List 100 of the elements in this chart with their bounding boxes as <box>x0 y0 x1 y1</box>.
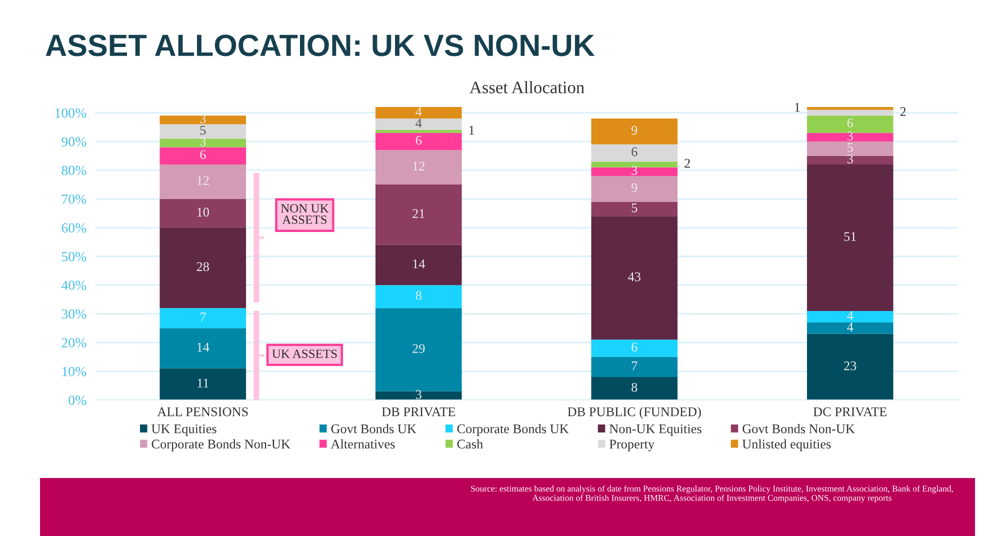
legend-label: Unlisted equities <box>742 439 831 452</box>
data-label: 5 <box>848 143 853 152</box>
data-label: 9 <box>632 183 638 192</box>
data-label: 2 <box>684 158 690 168</box>
data-label: 11 <box>198 378 208 388</box>
bar <box>375 132 462 150</box>
bar <box>375 150 462 185</box>
legend-label: Alternatives <box>330 439 395 449</box>
data-label: 6 <box>632 147 638 156</box>
bar <box>591 176 678 202</box>
legend-label: Property <box>609 440 655 452</box>
data-label: 9 <box>632 126 638 135</box>
chart-subtitle: Asset Allocation <box>470 81 584 94</box>
y-tick-label: 50% <box>62 252 86 262</box>
bar <box>375 391 462 400</box>
data-label: 1 <box>469 126 474 135</box>
bar <box>375 285 462 308</box>
data-label: 3 <box>847 154 853 164</box>
y-tick-label: 70% <box>62 194 86 204</box>
data-label: 4 <box>847 311 854 320</box>
bar <box>591 118 678 144</box>
data-label: 10 <box>197 208 209 217</box>
data-label: 3 <box>200 114 206 124</box>
data-label: 4 <box>416 118 422 128</box>
data-label: 6 <box>200 150 206 160</box>
legend-label: Corporate Bonds Non-UK <box>152 439 290 452</box>
legend-label: Cash <box>457 439 483 449</box>
y-tick-label: 90% <box>62 137 86 146</box>
data-label: 7 <box>632 362 638 370</box>
data-label: 23 <box>844 361 856 370</box>
bar <box>806 107 894 110</box>
bar <box>806 116 894 133</box>
data-label: 4 <box>847 322 854 332</box>
bar <box>591 144 678 162</box>
data-label: 2 <box>900 107 906 116</box>
data-label: 1 <box>795 102 800 112</box>
data-label: 8 <box>416 290 422 300</box>
bar <box>160 198 246 228</box>
bar <box>806 132 894 142</box>
bar <box>375 308 462 392</box>
bar <box>375 244 462 286</box>
data-label: 12 <box>413 162 424 170</box>
bar <box>806 310 894 322</box>
bar <box>160 328 246 368</box>
bar <box>375 184 462 245</box>
bar <box>375 107 462 118</box>
bar <box>806 156 894 164</box>
y-tick-label: 0% <box>68 396 86 405</box>
bar <box>160 124 246 139</box>
legend-label: Corporate Bonds UK <box>457 424 569 436</box>
data-label: 12 <box>197 176 209 185</box>
data-label: 3 <box>416 390 422 399</box>
legend-label: Govt Bonds UK <box>331 424 416 434</box>
annotation: UK ASSETS <box>272 350 337 358</box>
data-label: 14 <box>413 259 426 268</box>
data-label: 14 <box>197 342 210 352</box>
chart-title: ASSET ALLOCATION: UK VS NON-UK <box>46 34 595 56</box>
data-label: 6 <box>847 118 854 128</box>
data-label: 28 <box>196 262 209 272</box>
data-label: 5 <box>632 204 638 212</box>
x-tick-label: DB PRIVATE <box>382 407 456 416</box>
bar <box>806 110 894 116</box>
y-tick-label: 10% <box>62 366 86 376</box>
x-tick-label: ALL PENSIONS <box>157 407 248 416</box>
bar <box>806 334 894 400</box>
y-tick-label: 40% <box>61 280 86 290</box>
legend-label: Non-UK Equities <box>609 424 702 436</box>
data-label: 21 <box>412 209 424 218</box>
y-tick-label: 60% <box>62 223 86 233</box>
bar <box>591 202 678 216</box>
legend-label: UK Equities <box>151 424 216 436</box>
bar <box>591 216 678 340</box>
data-label: 3 <box>632 166 638 175</box>
bar <box>160 116 246 124</box>
x-tick-label: DB PUBLIC (FUNDED) <box>568 406 701 419</box>
data-label: 4 <box>416 107 422 116</box>
y-tick-label: 80% <box>62 166 86 176</box>
bar <box>375 118 462 130</box>
bar <box>591 377 678 400</box>
bar <box>160 308 246 328</box>
bar <box>591 356 678 378</box>
data-label: 3 <box>847 132 853 140</box>
data-label: 3 <box>200 137 206 146</box>
data-label: 43 <box>628 272 640 282</box>
bar <box>806 164 894 311</box>
bar <box>591 162 678 168</box>
legend-label: Govt Bonds Non-UK <box>742 424 855 434</box>
data-label: 8 <box>632 382 638 392</box>
y-tick-label: 20% <box>62 338 86 348</box>
bar <box>806 322 894 334</box>
bar <box>160 368 246 400</box>
bar <box>806 141 894 156</box>
data-label: 5 <box>200 126 206 135</box>
y-tick-label: 100% <box>55 108 86 118</box>
data-label: 29 <box>412 344 425 354</box>
y-tick-label: 30% <box>62 309 86 319</box>
x-tick-label: DC PRIVATE <box>813 407 887 416</box>
bar <box>160 228 246 308</box>
bar <box>375 130 462 133</box>
bar <box>591 167 678 176</box>
